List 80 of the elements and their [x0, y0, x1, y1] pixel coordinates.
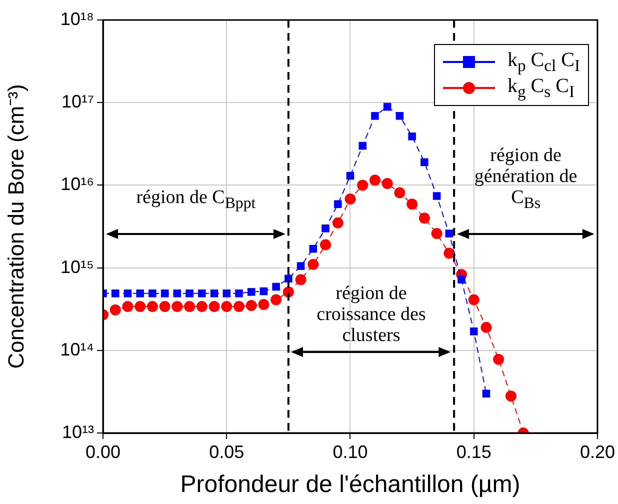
y-tick-label: 10¹³ — [62, 422, 94, 442]
point — [396, 112, 404, 120]
point — [332, 217, 344, 228]
point — [309, 244, 318, 253]
point — [358, 142, 366, 150]
point — [480, 322, 492, 333]
y-tick-label: 10¹⁴ — [60, 339, 94, 360]
y-tick-label: 10¹⁶ — [60, 174, 94, 194]
point — [186, 290, 194, 298]
point — [420, 158, 428, 166]
point — [124, 290, 132, 298]
point — [346, 172, 354, 180]
point — [184, 301, 196, 312]
point — [470, 327, 478, 336]
point — [482, 390, 490, 398]
point — [110, 304, 121, 316]
x-tick-label: 0.10 — [332, 442, 368, 462]
point — [320, 239, 332, 250]
point — [122, 301, 134, 312]
legend-label: k$_{p}$ C$_{cl}$ C$_{I}$ — [507, 48, 580, 76]
y-tick-label: 10¹⁸ — [60, 8, 94, 29]
point — [418, 212, 430, 224]
point — [198, 290, 206, 298]
annotation: région de génération de C$_{Bs}$ — [473, 144, 578, 214]
point — [383, 102, 392, 111]
point — [146, 301, 158, 312]
point — [432, 192, 441, 200]
point — [322, 224, 330, 232]
point — [260, 287, 268, 296]
point — [210, 290, 218, 298]
point — [371, 112, 379, 120]
point — [173, 290, 182, 298]
point — [382, 178, 393, 189]
point — [111, 290, 120, 298]
x-tick-label: 0.05 — [209, 442, 244, 462]
point — [394, 187, 406, 198]
y-tick-label: 10¹⁷ — [61, 92, 94, 112]
point — [296, 262, 305, 270]
point — [221, 301, 232, 312]
point — [148, 290, 156, 298]
point — [308, 258, 319, 270]
point — [196, 301, 208, 312]
point — [458, 276, 466, 284]
point — [468, 294, 480, 306]
point — [284, 274, 292, 282]
annotation: région de croissance des clusters — [316, 283, 427, 346]
x-tick-label: 0.00 — [85, 442, 121, 462]
point — [369, 174, 380, 186]
x-tick-label: 0.15 — [456, 442, 492, 462]
y-tick-label: 10¹⁵ — [60, 256, 94, 277]
y-axis-title: Concentration du Bore (cm⁻³) — [3, 84, 28, 369]
point — [136, 290, 144, 298]
x-tick-label: 0.20 — [580, 442, 616, 462]
x-axis-title: Profondeur de l'échantillon (µm) — [180, 471, 520, 498]
point — [134, 301, 146, 312]
point — [160, 290, 169, 298]
point — [235, 290, 243, 298]
point — [233, 301, 244, 312]
point — [247, 288, 256, 296]
point — [270, 294, 282, 306]
point — [493, 354, 504, 365]
point — [431, 228, 442, 240]
point — [172, 301, 183, 312]
point — [408, 132, 416, 140]
point — [258, 298, 270, 310]
point — [295, 274, 306, 286]
point — [272, 282, 280, 291]
annotation: région de C$_{Bppt}$ — [136, 186, 256, 214]
point — [357, 180, 368, 191]
point — [444, 248, 455, 259]
point — [505, 390, 516, 402]
point — [159, 301, 170, 312]
point — [334, 200, 342, 208]
point — [406, 198, 418, 210]
point — [222, 290, 231, 298]
legend-label: k$_{g}$ C$_{s}$ C$_{I}$ — [507, 74, 575, 102]
point — [445, 230, 454, 238]
point — [344, 194, 356, 205]
point — [246, 300, 257, 311]
point — [208, 301, 220, 312]
